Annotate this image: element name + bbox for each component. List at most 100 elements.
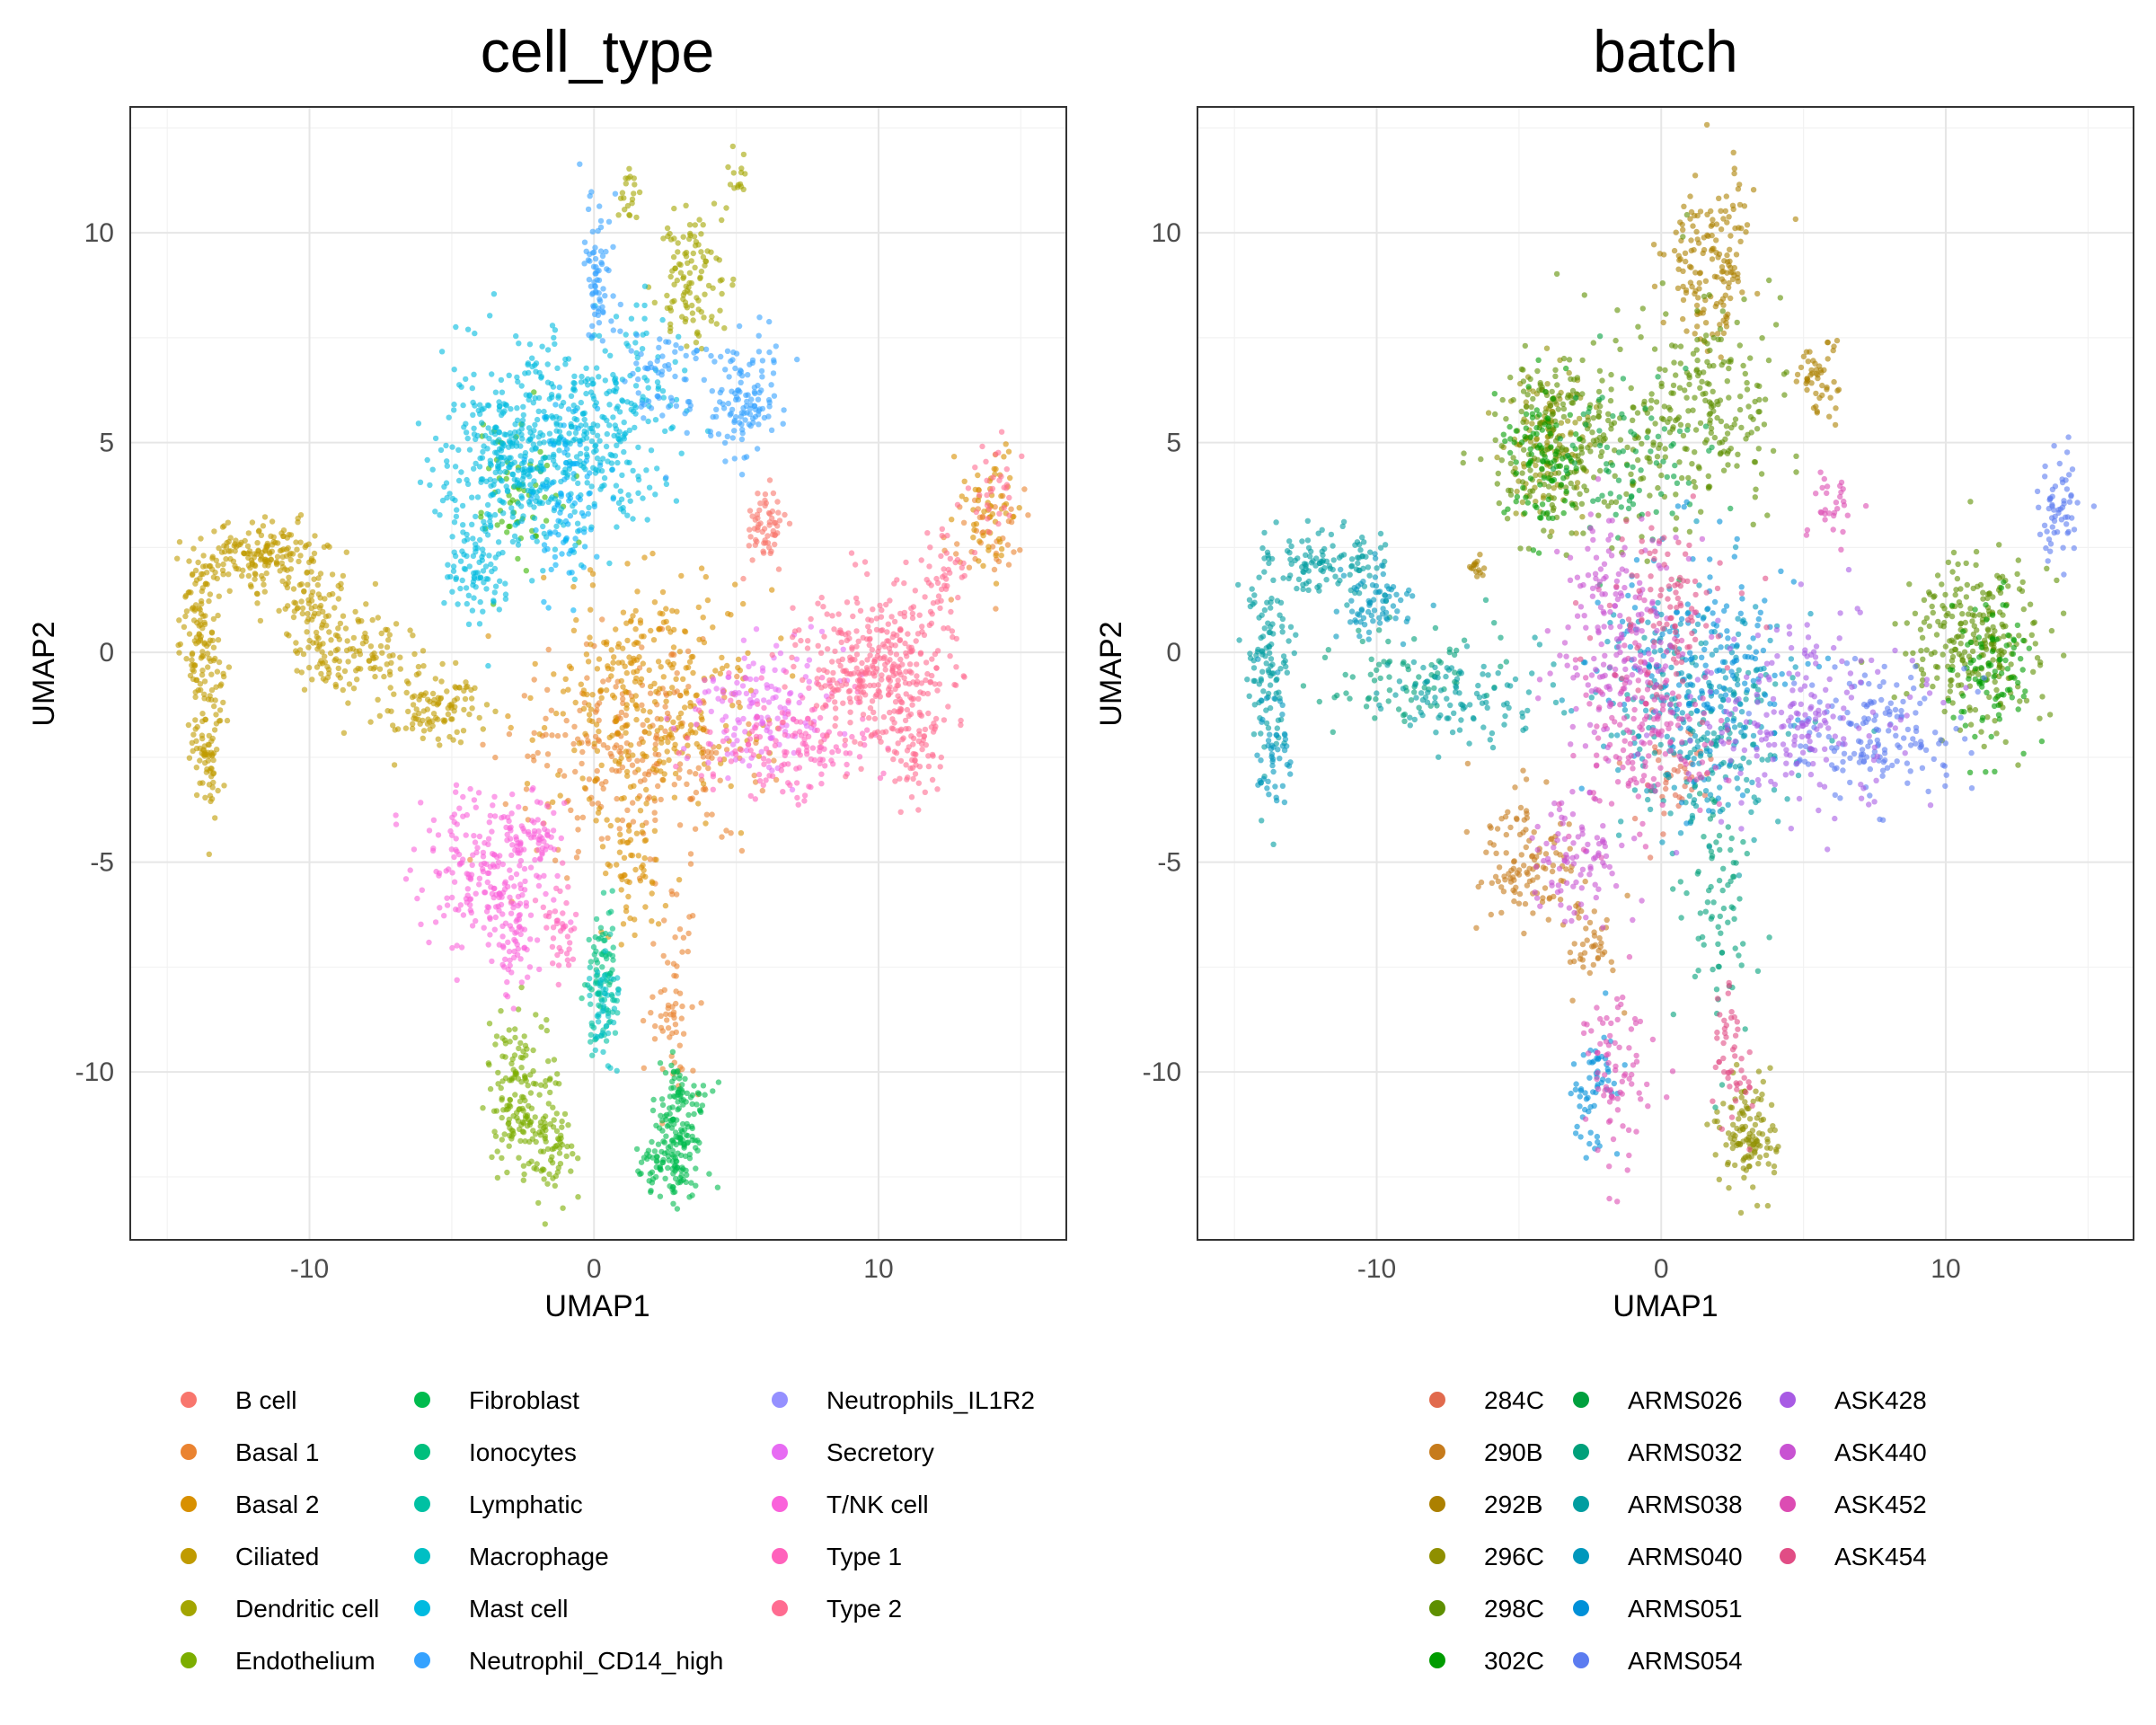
data-point bbox=[483, 861, 490, 868]
data-point bbox=[588, 1001, 594, 1007]
data-point bbox=[572, 407, 579, 414]
data-point bbox=[611, 654, 617, 660]
data-point bbox=[658, 372, 665, 378]
data-point bbox=[1582, 878, 1588, 885]
data-point bbox=[553, 421, 560, 428]
data-point bbox=[692, 1137, 698, 1144]
data-point bbox=[487, 313, 493, 319]
data-point bbox=[1543, 779, 1550, 785]
data-point bbox=[613, 314, 620, 320]
data-point bbox=[587, 490, 593, 496]
data-point bbox=[677, 693, 684, 699]
data-point bbox=[561, 773, 568, 779]
legend-swatch bbox=[414, 1600, 430, 1616]
data-point bbox=[859, 659, 865, 667]
legend-swatch bbox=[772, 1496, 788, 1512]
data-point bbox=[662, 1175, 668, 1182]
data-point bbox=[531, 478, 537, 484]
data-point bbox=[185, 721, 192, 729]
data-point bbox=[504, 488, 511, 495]
data-point bbox=[506, 455, 512, 461]
data-point bbox=[512, 1026, 518, 1032]
data-point bbox=[608, 318, 614, 324]
data-point bbox=[766, 477, 773, 483]
data-point bbox=[424, 706, 430, 712]
data-point bbox=[248, 583, 254, 590]
data-point bbox=[578, 450, 584, 457]
data-point bbox=[585, 376, 591, 383]
data-point bbox=[1692, 270, 1699, 276]
data-point bbox=[594, 969, 601, 976]
data-point bbox=[923, 577, 930, 583]
data-point bbox=[460, 402, 466, 409]
data-point bbox=[1702, 320, 1710, 326]
data-point bbox=[675, 1106, 681, 1113]
data-point bbox=[197, 757, 203, 764]
data-point bbox=[502, 580, 508, 587]
data-point bbox=[669, 607, 676, 614]
data-point bbox=[1696, 286, 1702, 292]
data-point bbox=[747, 526, 753, 533]
data-point bbox=[1512, 784, 1518, 791]
data-point bbox=[878, 627, 884, 633]
data-point bbox=[1001, 454, 1007, 460]
data-point bbox=[517, 850, 523, 856]
data-point bbox=[1586, 969, 1594, 977]
data-point bbox=[670, 1200, 676, 1208]
data-point bbox=[619, 190, 626, 196]
data-point bbox=[679, 949, 685, 955]
data-point bbox=[328, 637, 334, 643]
data-point bbox=[641, 302, 648, 309]
data-point bbox=[938, 553, 944, 560]
data-point bbox=[206, 597, 212, 605]
data-point bbox=[770, 370, 777, 376]
data-point bbox=[554, 1169, 561, 1175]
data-point bbox=[308, 555, 315, 562]
data-point bbox=[530, 1067, 536, 1075]
data-point bbox=[321, 544, 328, 550]
data-point bbox=[574, 815, 580, 821]
data-point bbox=[216, 593, 222, 599]
data-point bbox=[805, 638, 811, 644]
data-point bbox=[605, 665, 612, 672]
data-point bbox=[503, 475, 509, 482]
data-point bbox=[543, 924, 550, 931]
data-point bbox=[189, 739, 195, 746]
data-point bbox=[822, 683, 828, 689]
data-point bbox=[780, 420, 786, 427]
data-point bbox=[508, 910, 515, 916]
data-point bbox=[293, 648, 299, 654]
data-point bbox=[903, 762, 909, 768]
data-point bbox=[672, 358, 678, 365]
data-point bbox=[602, 348, 608, 354]
data-point bbox=[210, 779, 216, 786]
data-point bbox=[599, 964, 605, 970]
data-point bbox=[212, 815, 218, 821]
data-point bbox=[767, 729, 773, 735]
data-point bbox=[469, 862, 475, 868]
data-point bbox=[420, 717, 426, 724]
data-point bbox=[481, 924, 487, 931]
data-point bbox=[323, 677, 329, 684]
data-point bbox=[541, 439, 547, 446]
data-point bbox=[543, 1078, 549, 1084]
data-point bbox=[416, 670, 422, 677]
data-point bbox=[724, 348, 731, 354]
data-point bbox=[426, 939, 432, 946]
data-point bbox=[561, 422, 567, 429]
data-point bbox=[871, 658, 878, 665]
data-point bbox=[730, 276, 737, 283]
data-point bbox=[522, 370, 528, 376]
data-point bbox=[264, 540, 270, 547]
data-point bbox=[1503, 831, 1510, 838]
data-point bbox=[453, 323, 459, 331]
data-point bbox=[564, 957, 571, 963]
data-point bbox=[955, 594, 961, 601]
data-point bbox=[469, 607, 476, 614]
data-point bbox=[581, 529, 588, 535]
data-point bbox=[299, 610, 305, 617]
data-point bbox=[774, 715, 781, 721]
data-point bbox=[1712, 303, 1719, 310]
data-point bbox=[698, 309, 704, 315]
data-point bbox=[411, 846, 418, 853]
